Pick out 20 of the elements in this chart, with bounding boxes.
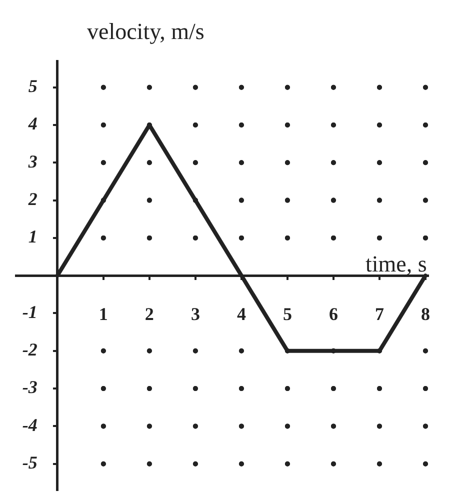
y-axis-title: velocity, m/s — [87, 19, 204, 44]
y-tick-label: -2 — [22, 340, 38, 360]
y-tick-label: -3 — [22, 377, 38, 398]
y-tick-label: -1 — [22, 302, 38, 322]
y-tick-label: 1 — [28, 226, 38, 247]
x-tick-label: 4 — [236, 304, 246, 324]
x-tick-label: 7 — [374, 304, 384, 324]
y-tick-label: -5 — [22, 452, 38, 472]
y-tick-label: -4 — [22, 414, 38, 435]
x-tick-label: 8 — [420, 304, 430, 324]
y-tick-label: 3 — [27, 151, 38, 172]
x-tick-label: 2 — [144, 304, 154, 324]
x-tick-label: 3 — [190, 304, 200, 324]
y-tick-label: 2 — [27, 188, 38, 209]
x-tick-label: 1 — [98, 304, 108, 324]
x-axis-title: time, s — [365, 252, 427, 277]
x-tick-label: 6 — [328, 304, 338, 324]
y-tick-label: 4 — [27, 114, 38, 134]
y-tick-label: 5 — [28, 76, 38, 96]
x-tick-label: 5 — [282, 304, 292, 324]
